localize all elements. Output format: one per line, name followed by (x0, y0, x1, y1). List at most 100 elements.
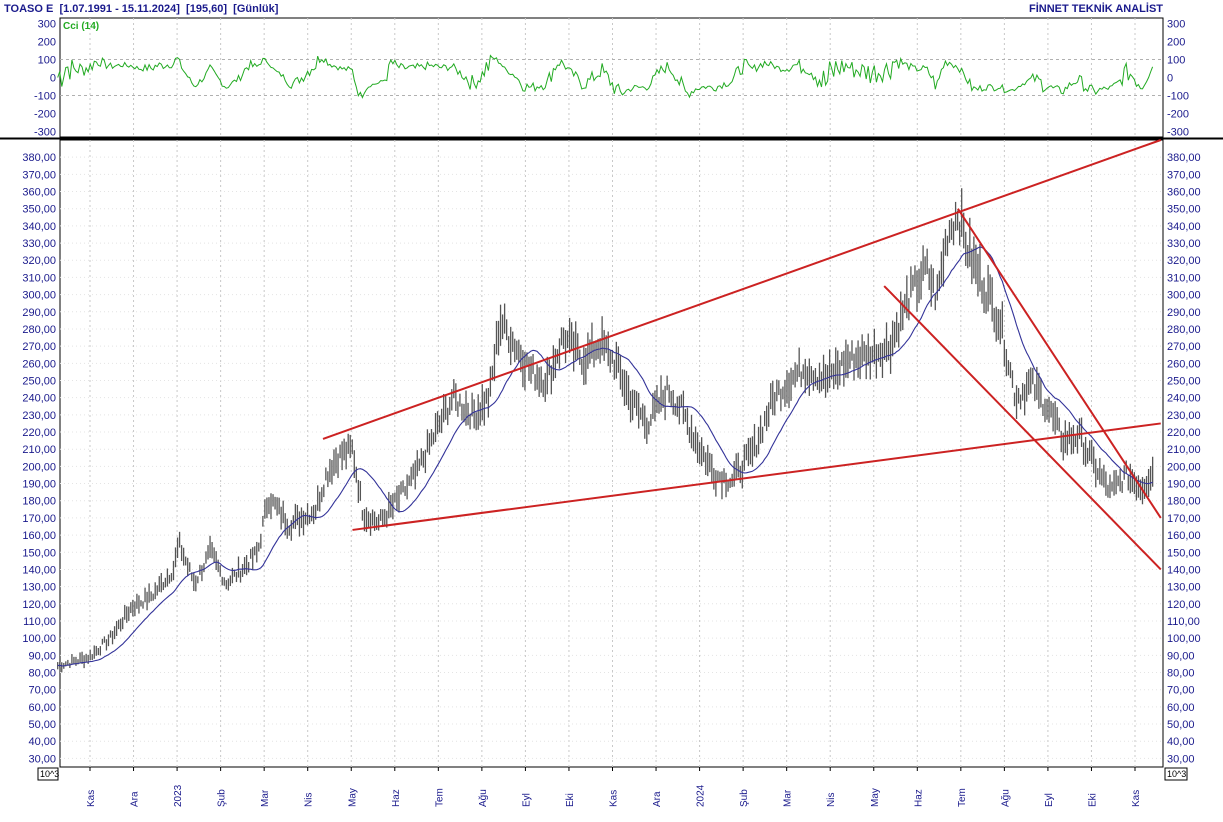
price-y-tick-right: 150,00 (1167, 547, 1201, 559)
price-y-tick-left: 80,00 (28, 668, 56, 680)
price-y-tick-right: 330,00 (1167, 238, 1201, 250)
cci-y-tick-right: -100 (1167, 91, 1189, 103)
cci-series-label: Cci (14) (63, 21, 99, 32)
price-y-tick-right: 370,00 (1167, 169, 1201, 181)
scale-note-box-right (1164, 767, 1188, 781)
price-y-tick-left: 290,00 (22, 307, 56, 319)
x-tick-label: Tem (957, 788, 968, 807)
cci-plot (57, 54, 1154, 99)
price-y-tick-right: 190,00 (1167, 479, 1201, 491)
x-tick-label: Ara (130, 791, 141, 807)
x-tick-label: Ağu (478, 789, 489, 807)
price-y-tick-left: 230,00 (22, 410, 56, 422)
price-y-tick-left: 110,00 (23, 616, 56, 628)
price-y-tick-left: 130,00 (22, 582, 56, 594)
x-tick-label: Eyl (521, 793, 532, 807)
x-tick-label: Mar (783, 789, 794, 807)
price-y-tick-right: 290,00 (1167, 307, 1201, 319)
price-y-tick-left: 150,00 (22, 547, 56, 559)
price-y-tick-right: 90,00 (1167, 650, 1195, 662)
x-tick-label: Ara (652, 791, 663, 807)
price-y-tick-right: 230,00 (1167, 410, 1201, 422)
price-y-tick-left: 90,00 (28, 650, 56, 662)
cci-y-tick-right: 200 (1167, 36, 1185, 48)
x-tick-label: Eki (565, 793, 576, 807)
price-y-tick-left: 240,00 (22, 393, 56, 405)
price-y-tick-left: 310,00 (22, 272, 56, 284)
scale-note-right: 10^3 (1167, 769, 1186, 779)
price-y-tick-right: 30,00 (1167, 753, 1195, 765)
cci-y-tick-left: 200 (38, 36, 56, 48)
price-y-tick-left: 160,00 (22, 530, 56, 542)
chart-header-left: TOASO E [1.07.1991 - 15.11.2024] [195,60… (4, 3, 278, 15)
trend-lines (322, 139, 1162, 571)
price-y-tick-left: 100,00 (22, 633, 56, 645)
last-price-label: [195,60] (186, 3, 228, 15)
price-y-tick-right: 170,00 (1167, 513, 1201, 525)
moving-average-plot (57, 246, 1153, 667)
price-y-tick-right: 350,00 (1167, 204, 1201, 216)
x-tick-label: Kas (86, 790, 97, 807)
price-y-tick-right: 340,00 (1167, 221, 1201, 233)
x-tick-label: 2024 (696, 784, 707, 807)
x-tick-label: Şub (217, 789, 228, 807)
x-tick-label: Mar (260, 789, 271, 807)
price-y-tick-right: 220,00 (1167, 427, 1201, 439)
price-y-tick-right: 210,00 (1167, 444, 1201, 456)
price-y-tick-right: 80,00 (1167, 668, 1195, 680)
price-y-tick-right: 200,00 (1167, 461, 1201, 473)
x-tick-label: May (870, 788, 881, 807)
price-y-tick-left: 190,00 (22, 479, 56, 491)
cci-panel (59, 17, 1164, 138)
price-y-tick-left: 350,00 (22, 204, 56, 216)
x-tick-label: May (347, 788, 358, 807)
brand-label: FİNNET TEKNİK ANALİST (1028, 3, 1163, 15)
cci-y-tick-left: 300 (38, 18, 56, 30)
scale-note-left: 10^3 (40, 769, 59, 779)
price-y-tick-left: 300,00 (22, 290, 56, 302)
x-tick-label: Nis (304, 793, 315, 807)
price-y-tick-left: 210,00 (22, 444, 56, 456)
price-y-tick-right: 360,00 (1167, 187, 1201, 199)
scale-note-box-left (37, 767, 59, 781)
price-y-tick-left: 170,00 (22, 513, 56, 525)
x-tick-label: Tem (434, 788, 445, 807)
price-y-tick-left: 200,00 (22, 461, 56, 473)
price-y-tick-right: 380,00 (1167, 152, 1201, 164)
price-y-tick-right: 280,00 (1167, 324, 1201, 336)
cci-y-tick-left: -200 (34, 109, 56, 121)
price-y-tick-left: 60,00 (28, 702, 56, 714)
price-y-tick-left: 180,00 (22, 496, 56, 508)
period-label: [Günlük] (233, 3, 279, 15)
x-tick-label: Ağu (1000, 789, 1011, 807)
price-y-tick-right: 100,00 (1167, 633, 1201, 645)
price-y-tick-right: 270,00 (1167, 341, 1201, 353)
price-y-tick-left: 370,00 (22, 169, 56, 181)
price-y-tick-right: 110,00 (1167, 616, 1200, 628)
grid-lines (60, 18, 1163, 767)
cci-y-tick-right: 100 (1167, 54, 1185, 66)
x-tick-label: Haz (391, 789, 402, 807)
x-tick-label: Kas (609, 790, 620, 807)
axis-labels: Kas Ara 2023 Şub Mar Nis May Haz Tem Ağu Eyl Eki Kas… (22, 18, 1200, 807)
price-y-tick-left: 250,00 (22, 375, 56, 387)
symbol-label: TOASO E (4, 3, 54, 15)
price-y-tick-right: 240,00 (1167, 393, 1201, 405)
price-y-tick-right: 320,00 (1167, 255, 1201, 267)
trend-line (883, 285, 1162, 571)
price-y-tick-left: 330,00 (22, 238, 56, 250)
moving-average-line (57, 246, 1153, 667)
price-y-tick-left: 280,00 (22, 324, 56, 336)
price-y-tick-right: 50,00 (1167, 719, 1195, 731)
cci-line (57, 54, 1154, 99)
price-y-tick-right: 300,00 (1167, 290, 1201, 302)
cci-y-tick-left: 100 (38, 54, 56, 66)
x-tick-label: Haz (913, 789, 924, 807)
x-tick-label: Eki (1087, 793, 1098, 807)
price-y-tick-left: 270,00 (22, 341, 56, 353)
price-y-tick-left: 320,00 (22, 255, 56, 267)
trend-line (352, 422, 1161, 531)
price-y-tick-right: 140,00 (1167, 564, 1201, 576)
price-y-tick-right: 310,00 (1167, 272, 1201, 284)
